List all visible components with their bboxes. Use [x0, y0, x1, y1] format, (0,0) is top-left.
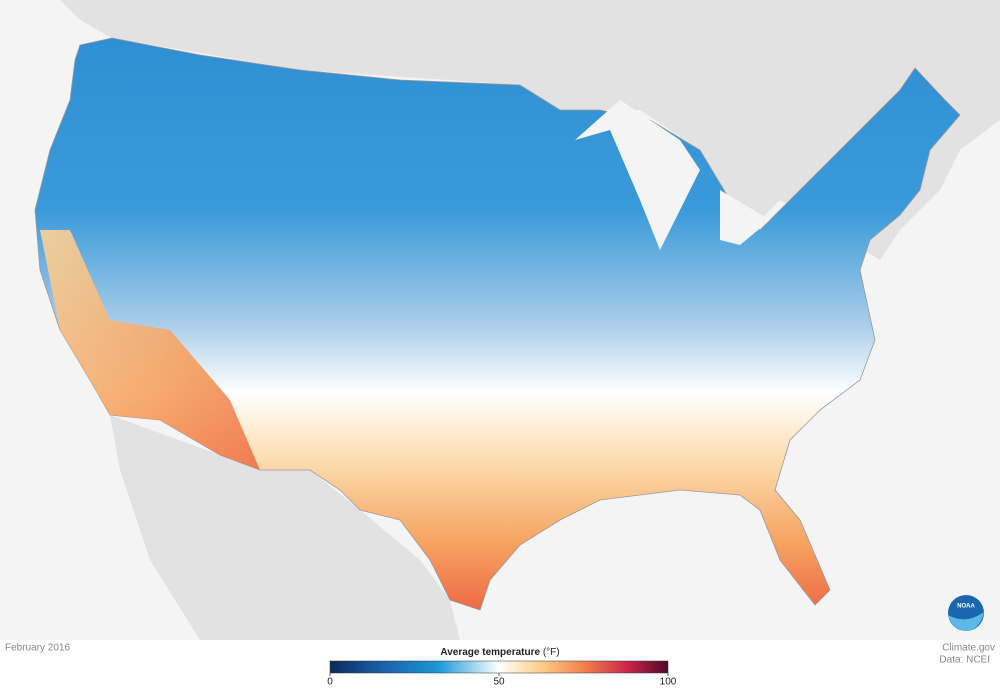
date-label: February 2016	[5, 643, 70, 654]
canada	[60, 0, 1000, 260]
data-credit: Data: NCEI	[939, 655, 990, 666]
colorbar-tick-label: 100	[660, 677, 677, 688]
noaa-logo-text: NOAA	[957, 604, 975, 610]
colorbar-ticks: 0 50 100	[327, 673, 677, 688]
mexico	[110, 415, 460, 640]
source-credit: Climate.gov	[942, 643, 995, 654]
great-lakes	[575, 100, 700, 250]
legend-title-text: Average temperature	[440, 647, 540, 658]
southwest-warm-region	[40, 230, 260, 470]
colorbar	[329, 660, 669, 674]
colorbar-tick-label: 0	[327, 677, 333, 688]
legend-unit: (°F)	[543, 647, 560, 658]
legend-title: Average temperature (°F)	[440, 647, 559, 658]
noaa-logo-wave	[948, 612, 984, 631]
lake-erie-huron	[720, 190, 770, 245]
colorbar-tick-label: 50	[493, 677, 505, 688]
